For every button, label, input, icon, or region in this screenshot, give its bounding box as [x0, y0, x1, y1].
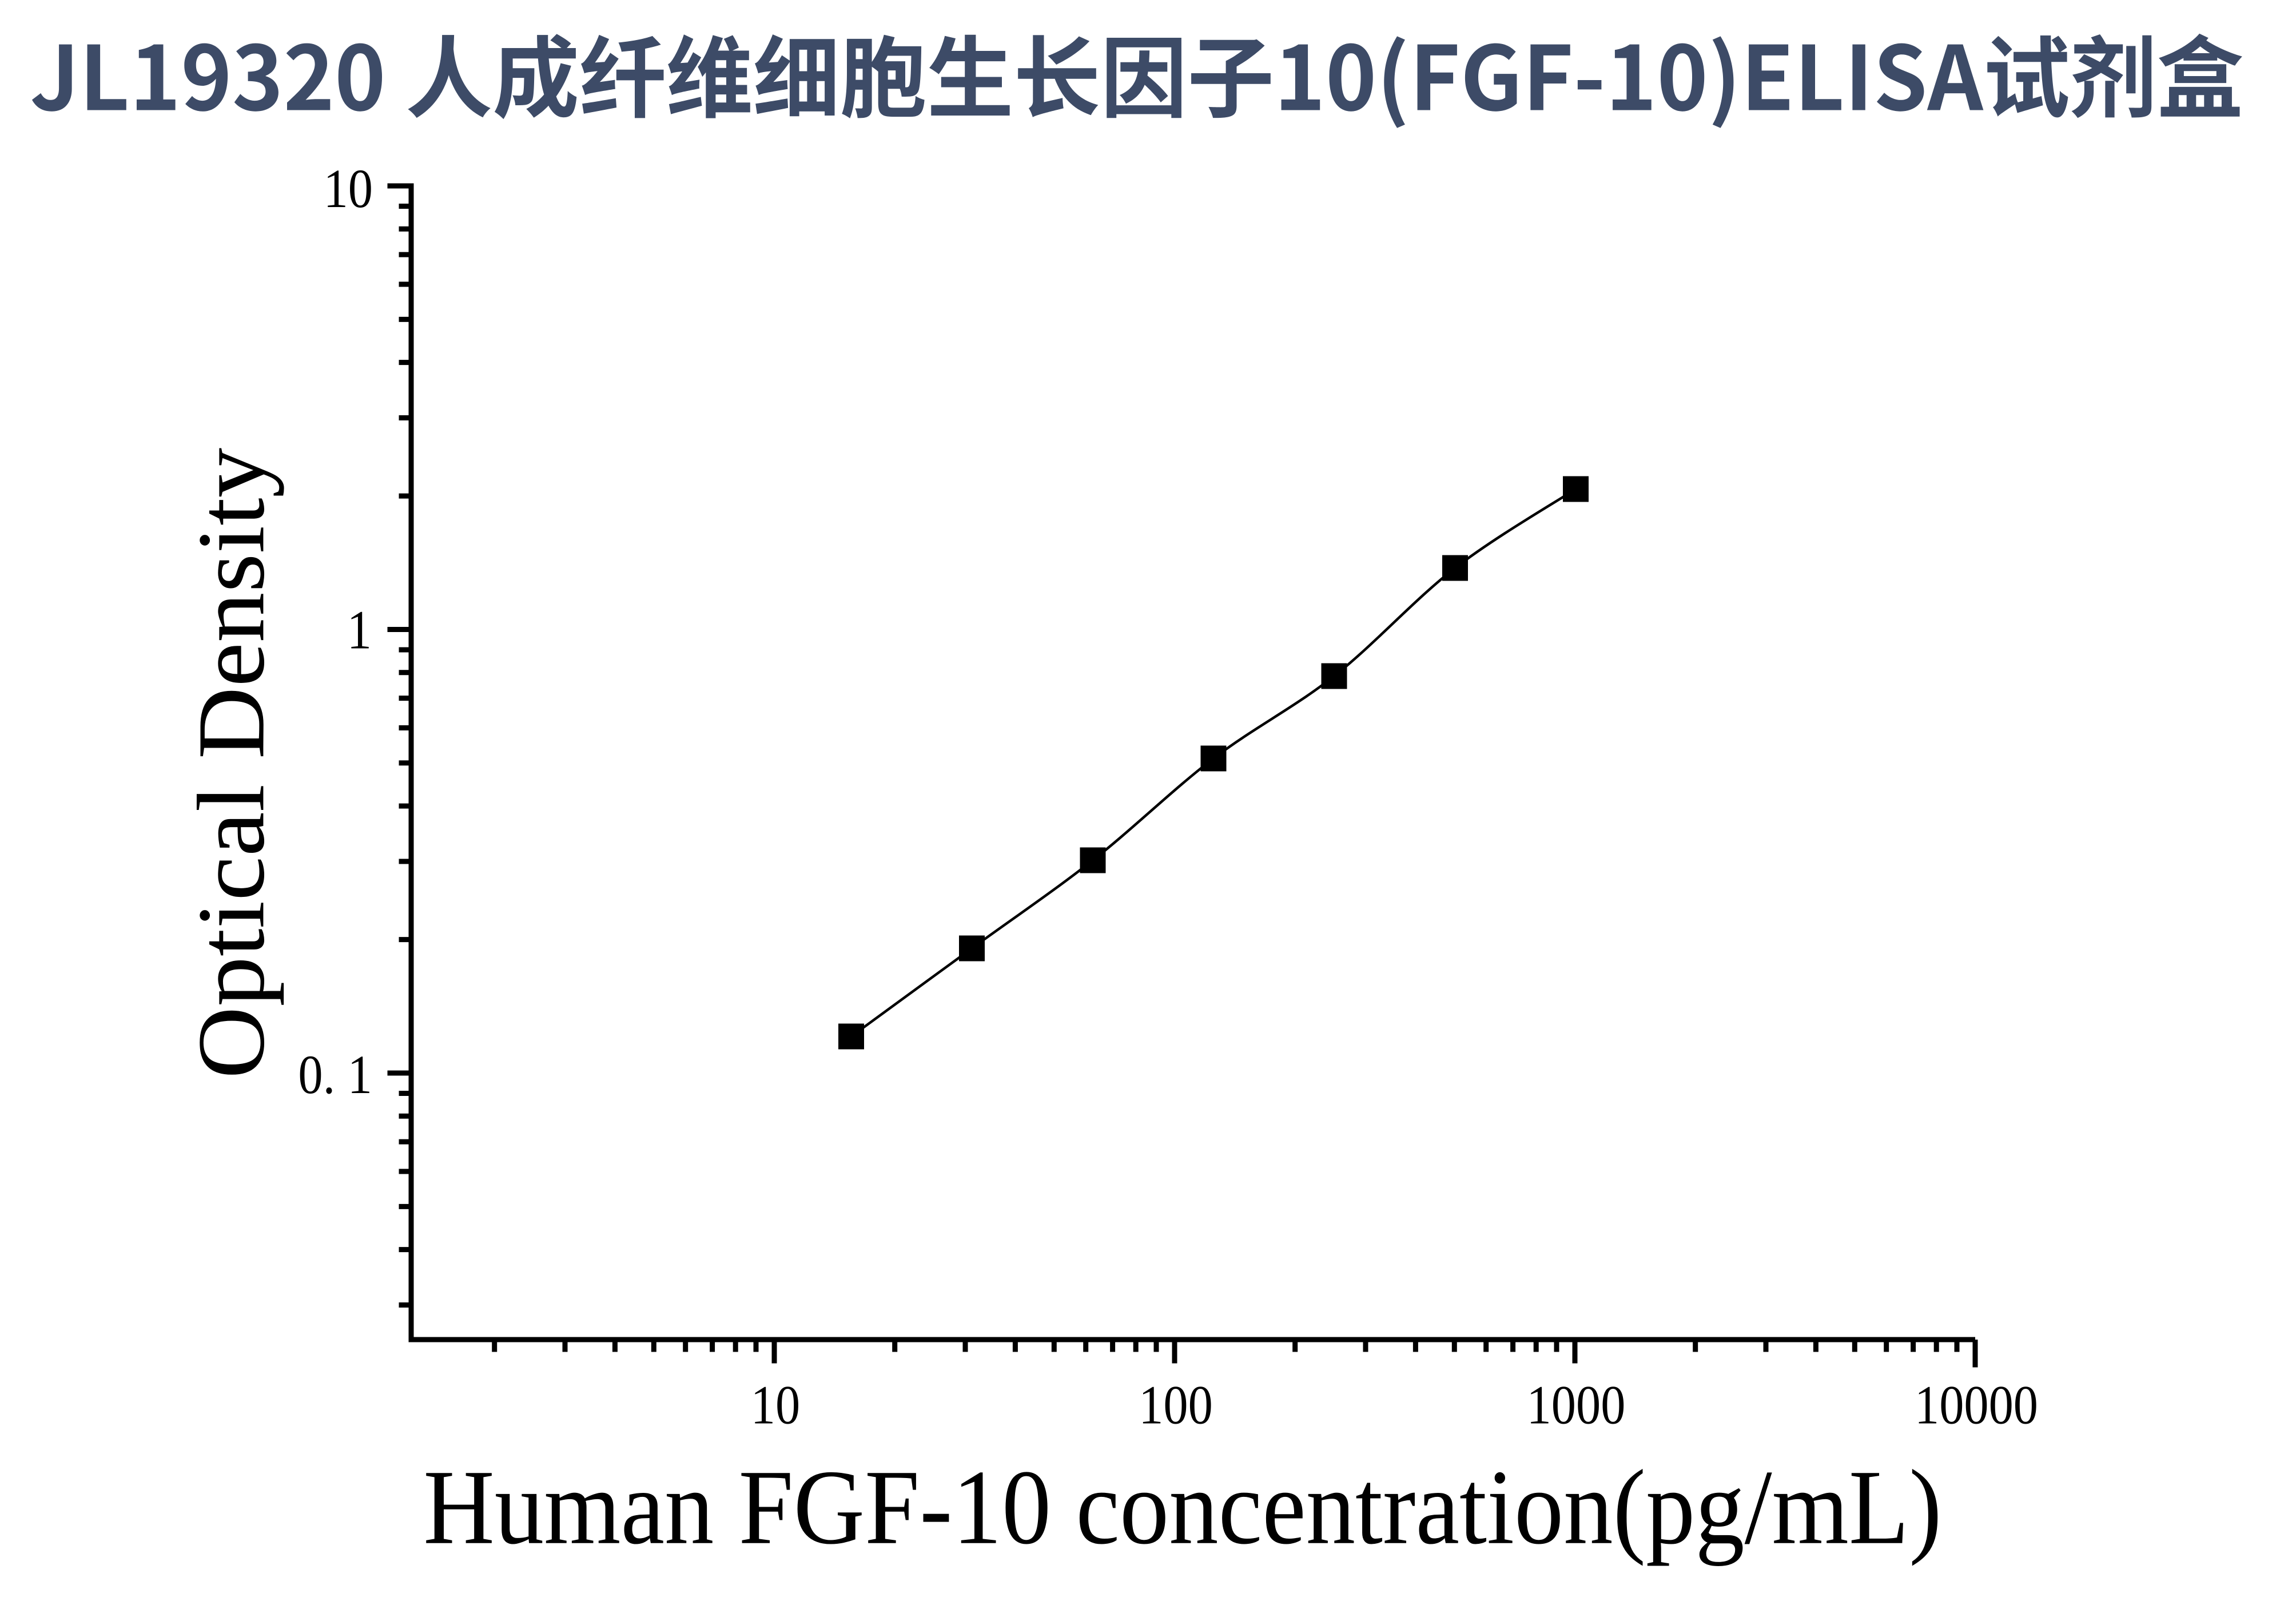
- svg-text:Optical Density: Optical Density: [178, 448, 285, 1079]
- svg-text:100: 100: [1139, 1374, 1213, 1435]
- svg-text:0. 1: 0. 1: [298, 1044, 372, 1105]
- svg-text:10000: 10000: [1915, 1374, 2038, 1435]
- svg-text:1000: 1000: [1527, 1374, 1626, 1435]
- svg-text:1: 1: [347, 599, 372, 660]
- svg-text:Human FGF-10 concentration(pg/: Human FGF-10 concentration(pg/mL): [423, 1448, 1942, 1566]
- svg-text:10: 10: [324, 158, 373, 219]
- svg-text:10: 10: [751, 1374, 800, 1435]
